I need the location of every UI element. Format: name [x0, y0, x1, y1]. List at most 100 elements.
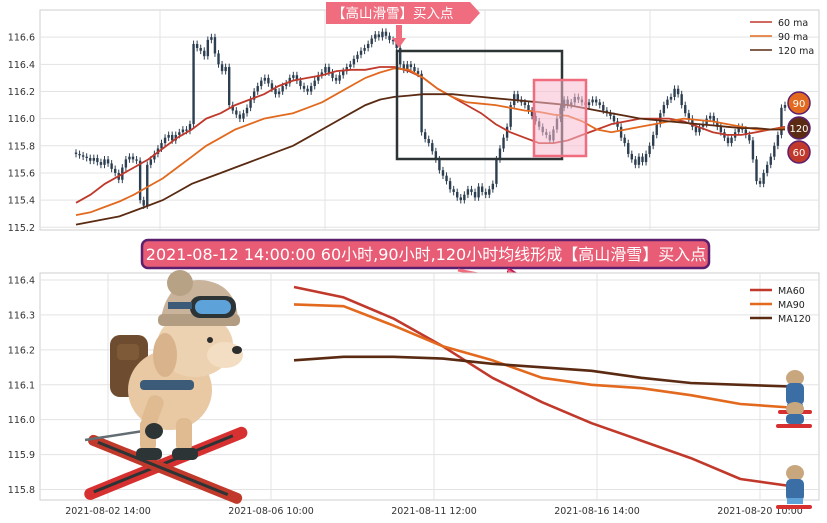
- candle-body: [324, 67, 327, 73]
- candle-body: [217, 53, 220, 65]
- signal-banner-text: 2021-08-12 14:00:00 60小时,90小时,120小时均线形成【…: [146, 245, 706, 264]
- candle-body: [495, 159, 498, 184]
- bottom-legend-label-ma90: MA90: [778, 300, 805, 311]
- candle-body: [609, 113, 612, 116]
- candle-body: [167, 134, 170, 138]
- candle-body: [676, 88, 680, 95]
- candle-body: [477, 186, 480, 198]
- candle-body: [388, 35, 391, 40]
- candle-body: [242, 113, 245, 119]
- candle-body: [416, 71, 420, 74]
- candle-body: [113, 168, 117, 173]
- candle-body: [277, 91, 281, 95]
- candle-body: [92, 158, 96, 161]
- top-legend: 60 ma 90 ma 120 ma: [750, 18, 814, 57]
- bottom-line-ma90: [293, 303, 791, 409]
- candle-body: [783, 105, 787, 108]
- top-chart-panel: 116.6 116.4 116.2 116.0 115.8 115.6 115.4 115.2…: [8, 2, 820, 234]
- candle-body: [356, 54, 359, 59]
- candle-body: [374, 34, 377, 39]
- candle-body: [448, 181, 452, 190]
- candle-body: [459, 197, 462, 201]
- candle-body: [680, 94, 683, 106]
- candle-body: [776, 134, 780, 146]
- bottom-x-tick-label: 2021-08-20 10:00: [717, 506, 803, 517]
- candle-body: [498, 148, 502, 160]
- small-skier-upper: [776, 370, 812, 428]
- candle-body: [228, 67, 231, 106]
- candle-body: [260, 80, 263, 87]
- candle-body: [274, 88, 277, 95]
- candle-body: [313, 80, 316, 87]
- candle-body: [238, 114, 242, 119]
- candle-body: [406, 64, 409, 70]
- candle-body: [99, 162, 103, 165]
- candle-body: [619, 126, 623, 138]
- ma-badges: 90 120 60: [787, 91, 811, 164]
- candle-body: [627, 143, 630, 154]
- bottom-legend-label-ma120: MA120: [778, 314, 811, 325]
- candle-body: [744, 129, 748, 135]
- candle-body: [210, 37, 213, 40]
- candle-body: [509, 105, 512, 127]
- candle-body: [366, 43, 370, 49]
- candle-body: [648, 145, 651, 154]
- bottom-x-tick-label: 2021-08-11 12:00: [391, 506, 477, 517]
- candle-body: [213, 37, 217, 54]
- candle-body: [637, 156, 641, 165]
- candle-body: [245, 107, 249, 114]
- top-y-tick-label: 115.2: [8, 223, 35, 234]
- candle-body: [662, 105, 666, 114]
- candle-body: [345, 67, 348, 72]
- candle-body: [719, 126, 723, 133]
- candle-body: [349, 64, 352, 68]
- candle-body: [263, 77, 267, 81]
- top-y-axis-ticks: 116.6 116.4 116.2 116.0 115.8 115.6 115.4 115.2: [8, 33, 35, 234]
- bottom-x-tick-label: 2021-08-02 14:00: [65, 506, 151, 517]
- small-skier-lower: [776, 465, 812, 509]
- candle-body: [295, 75, 299, 81]
- candle-body: [655, 124, 658, 135]
- candle-body: [438, 159, 441, 171]
- candle-body: [192, 43, 195, 125]
- bottom-y-tick-label: 115.8: [8, 485, 35, 496]
- candle-body: [363, 48, 366, 51]
- candle-body: [434, 151, 438, 160]
- candle-body: [381, 31, 384, 38]
- top-y-tick-label: 115.6: [8, 168, 35, 179]
- bottom-y-tick-label: 116.4: [8, 275, 35, 286]
- top-legend-label-120: 120 ma: [778, 46, 814, 57]
- bottom-y-axis-ticks: 116.4 116.3 116.2 116.1 116.0 115.9 115.8: [8, 275, 35, 496]
- candle-body: [762, 172, 765, 184]
- candle-body: [252, 91, 256, 100]
- candle-body: [712, 115, 715, 122]
- bottom-x-axis-ticks: 2021-08-02 14:00 2021-08-06 10:00 2021-08-…: [65, 506, 803, 517]
- candle-body: [106, 159, 110, 164]
- top-y-tick-label: 116.2: [8, 87, 35, 98]
- badge-60: [787, 140, 811, 164]
- candle-body: [594, 99, 598, 103]
- candle-body: [726, 137, 730, 144]
- bottom-y-tick-label: 116.0: [8, 415, 35, 426]
- candle-body: [320, 72, 324, 76]
- candle-body: [630, 153, 633, 160]
- candle-body: [527, 105, 530, 111]
- candle-body: [352, 58, 356, 65]
- candle-body: [587, 102, 591, 106]
- candle-body: [170, 134, 174, 141]
- candle-body: [773, 145, 776, 157]
- candle-body: [199, 48, 202, 51]
- candle-body: [463, 194, 466, 201]
- candle-body: [409, 64, 413, 68]
- candle-body: [81, 155, 85, 157]
- candle-body: [473, 191, 477, 198]
- candle-body: [281, 86, 284, 92]
- bottom-y-tick-label: 116.2: [8, 345, 35, 356]
- candle-body: [299, 80, 302, 87]
- candle-body: [285, 83, 288, 87]
- candle-body: [644, 153, 648, 163]
- candle-body: [103, 159, 106, 165]
- candle-body: [384, 31, 388, 36]
- candle-body: [256, 86, 259, 92]
